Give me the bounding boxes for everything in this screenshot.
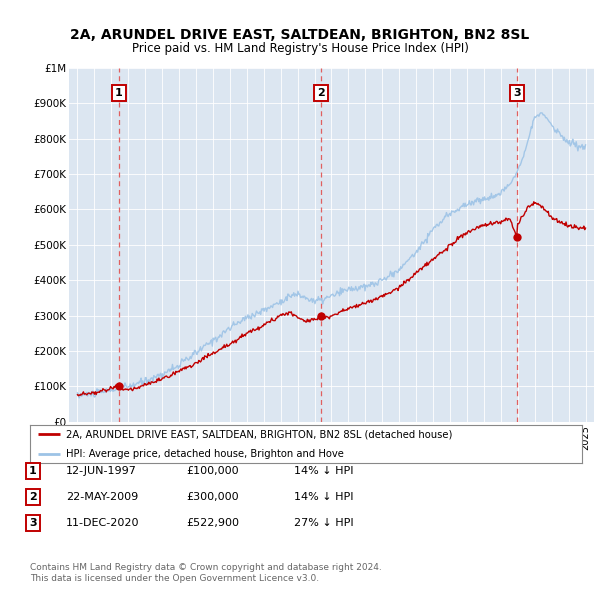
Text: 2: 2 — [317, 88, 325, 97]
Text: Contains HM Land Registry data © Crown copyright and database right 2024.: Contains HM Land Registry data © Crown c… — [30, 563, 382, 572]
Text: 2A, ARUNDEL DRIVE EAST, SALTDEAN, BRIGHTON, BN2 8SL (detached house): 2A, ARUNDEL DRIVE EAST, SALTDEAN, BRIGHT… — [66, 430, 452, 440]
Text: 12-JUN-1997: 12-JUN-1997 — [66, 466, 137, 476]
Text: £522,900: £522,900 — [186, 518, 239, 527]
Text: HPI: Average price, detached house, Brighton and Hove: HPI: Average price, detached house, Brig… — [66, 448, 344, 458]
Text: 11-DEC-2020: 11-DEC-2020 — [66, 518, 139, 527]
Text: 1: 1 — [29, 466, 37, 476]
Text: 22-MAY-2009: 22-MAY-2009 — [66, 492, 138, 502]
Text: 2A, ARUNDEL DRIVE EAST, SALTDEAN, BRIGHTON, BN2 8SL: 2A, ARUNDEL DRIVE EAST, SALTDEAN, BRIGHT… — [70, 28, 530, 42]
Text: 14% ↓ HPI: 14% ↓ HPI — [294, 492, 353, 502]
Text: 27% ↓ HPI: 27% ↓ HPI — [294, 518, 353, 527]
Text: £300,000: £300,000 — [186, 492, 239, 502]
Text: 3: 3 — [29, 518, 37, 527]
Text: £100,000: £100,000 — [186, 466, 239, 476]
Text: This data is licensed under the Open Government Licence v3.0.: This data is licensed under the Open Gov… — [30, 573, 319, 583]
Text: Price paid vs. HM Land Registry's House Price Index (HPI): Price paid vs. HM Land Registry's House … — [131, 42, 469, 55]
Text: 2: 2 — [29, 492, 37, 502]
Text: 1: 1 — [115, 88, 122, 97]
Text: 3: 3 — [513, 88, 521, 97]
Text: 14% ↓ HPI: 14% ↓ HPI — [294, 466, 353, 476]
